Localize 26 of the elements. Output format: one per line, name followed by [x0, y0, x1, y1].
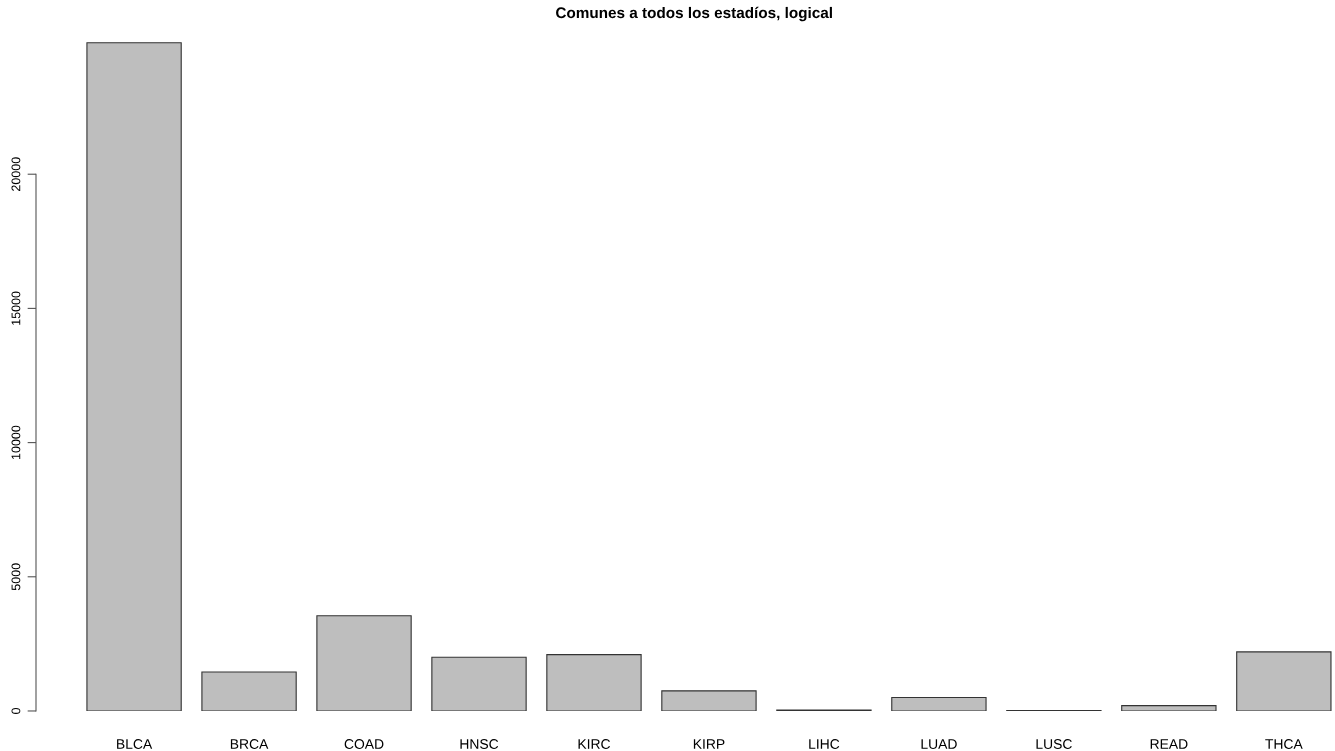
y-tick-label: 10000 [11, 425, 21, 460]
x-tick-label: KIRP [693, 739, 725, 749]
bar [316, 615, 412, 711]
x-tick-label: BLCA [117, 739, 153, 749]
x-tick-label: BRCA [230, 739, 269, 749]
bar [86, 42, 182, 711]
bar [891, 696, 987, 711]
bar [1121, 705, 1217, 711]
x-tick-label: READ [1150, 739, 1188, 749]
x-tick-label: COAD [344, 739, 384, 749]
y-tick-label: 15000 [11, 291, 21, 325]
bar [431, 656, 527, 711]
x-tick-label: KIRC [578, 739, 611, 749]
y-tick-label: 20000 [11, 157, 21, 191]
bar [1236, 651, 1332, 711]
x-tick-label: THCA [1265, 739, 1303, 749]
y-tick-label: 5000 [11, 563, 21, 591]
bar [201, 671, 297, 711]
chart-title: Comunes a todos los estadíos, logical [556, 6, 832, 22]
x-tick-label: LIHC [809, 739, 840, 749]
x-tick-label: LUAD [921, 739, 957, 749]
bar [546, 654, 642, 711]
x-tick-label: LUSC [1036, 739, 1072, 749]
bar [661, 690, 757, 711]
y-tick-label: 0 [11, 707, 21, 714]
x-tick-label: HNSC [460, 739, 499, 749]
